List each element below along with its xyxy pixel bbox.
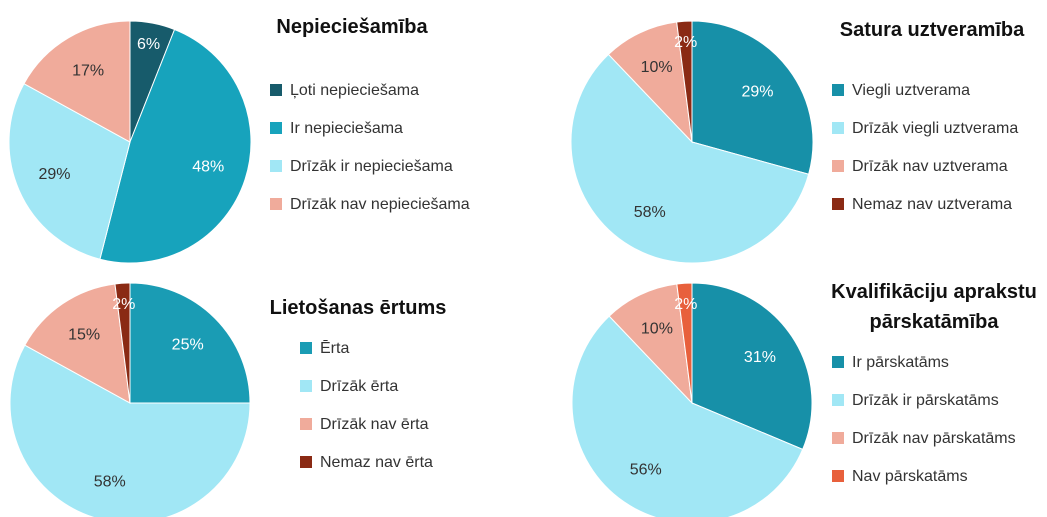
data-label: 48% (192, 159, 224, 176)
data-label: 10% (641, 321, 673, 338)
legend-swatch (832, 432, 844, 444)
legend-item: Nav pārskatāms (832, 468, 968, 486)
data-label: 2% (674, 296, 697, 313)
legend-item: Viegli uztverama (832, 82, 970, 100)
legend-swatch (270, 160, 282, 172)
legend-swatch (300, 456, 312, 468)
data-label: 58% (634, 204, 666, 221)
legend-label: Drīzāk ir pārskatāms (852, 392, 999, 409)
legend-label: Viegli uztverama (852, 82, 970, 99)
legend-item: Drīzāk nav pārskatāms (832, 430, 1016, 448)
legend-swatch (832, 160, 844, 172)
legend-item: Ļoti nepieciešama (270, 82, 419, 100)
data-label: 25% (172, 337, 204, 354)
pie-slice (571, 315, 804, 517)
pie-slice (23, 20, 131, 143)
data-label: 15% (68, 327, 100, 344)
data-label: 2% (674, 34, 697, 51)
legend-label: Ir pārskatāms (852, 354, 949, 371)
legend-label: Drīzāk nav ērta (320, 416, 429, 433)
pie-slice (608, 283, 693, 405)
pie-slice (607, 21, 693, 144)
legend-label: Drīzāk nav uztverama (852, 158, 1008, 175)
legend-item: Nemaz nav ērta (300, 454, 433, 472)
legend-swatch (832, 470, 844, 482)
legend-swatch (832, 84, 844, 96)
legend-label: Drīzāk ir nepieciešama (290, 158, 453, 175)
legend-item: Drīzāk ērta (300, 378, 398, 396)
legend-label: Drīzāk nav pārskatāms (852, 430, 1016, 447)
legend-swatch (270, 198, 282, 210)
legend-item: Drīzāk viegli uztverama (832, 120, 1018, 138)
pie-slice (570, 53, 810, 264)
legend-swatch (270, 84, 282, 96)
data-label: 29% (38, 166, 70, 183)
data-label: 6% (137, 36, 160, 53)
chart-title: Nepieciešamība (276, 16, 428, 38)
data-label: 29% (741, 83, 773, 100)
legend-swatch (270, 122, 282, 134)
legend-swatch (300, 342, 312, 354)
legend-label: Drīzāk viegli uztverama (852, 120, 1019, 137)
legend-swatch (832, 394, 844, 406)
legend-label: Ērta (320, 340, 350, 357)
legend-label: Drīzāk nav nepieciešama (290, 196, 470, 213)
legend-item: Drīzāk ir pārskatāms (832, 392, 999, 410)
pie-slice (691, 20, 814, 175)
legend-item: Drīzāk nav nepieciešama (270, 196, 470, 214)
legend-item: Ērta (300, 340, 349, 358)
data-label: 2% (112, 296, 135, 313)
legend-item: Ir nepieciešama (270, 120, 403, 138)
pie-slice (114, 282, 131, 404)
legend-swatch (300, 418, 312, 430)
legend-swatch (832, 122, 844, 134)
legend-label: Nemaz nav uztverama (852, 196, 1013, 213)
pie-slice (8, 83, 131, 260)
data-label: 31% (744, 349, 776, 366)
legend-item: Drīzāk ir nepieciešama (270, 158, 453, 176)
data-label: 56% (630, 461, 662, 478)
legend-item: Drīzāk nav ērta (300, 416, 428, 434)
legend-item: Nemaz nav uztverama (832, 196, 1012, 214)
pie-slice (99, 28, 252, 264)
pie-slice (676, 20, 693, 143)
chart-title: Kvalifikāciju aprakstu pārskatāmība (831, 281, 1037, 333)
legend-label: Drīzāk ērta (320, 378, 399, 395)
data-label: 10% (641, 59, 673, 76)
pie-slice (24, 283, 131, 404)
pie-slice (129, 282, 251, 404)
pie-slice (691, 282, 813, 451)
pie-slice (9, 344, 251, 517)
data-label: 58% (94, 473, 126, 490)
data-label: 17% (72, 62, 104, 79)
chart-title: Lietošanas ērtums (269, 297, 447, 319)
legend-item: Drīzāk nav uztverama (832, 158, 1008, 176)
legend-label: Ir nepieciešama (290, 120, 403, 137)
legend-label: Ļoti nepieciešama (290, 82, 419, 99)
legend-swatch (300, 380, 312, 392)
legend-swatch (832, 356, 844, 368)
legend-swatch (832, 198, 844, 210)
chart-title: Satura uztveramība (839, 19, 1025, 41)
legend-item: Ir pārskatāms (832, 354, 949, 372)
pie-slice (676, 282, 693, 404)
legend-label: Nemaz nav ērta (320, 454, 433, 471)
legend-label: Nav pārskatāms (852, 468, 968, 485)
